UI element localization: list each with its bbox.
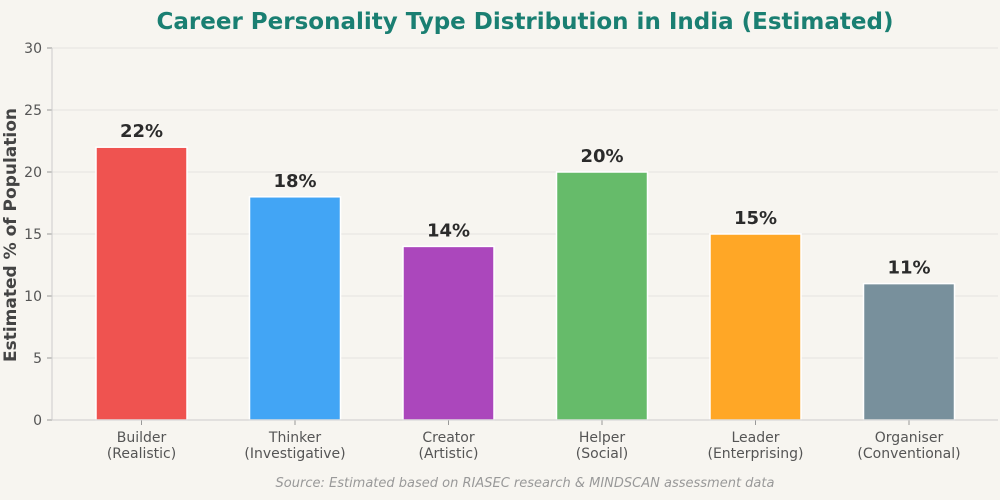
- bars: [95, 146, 956, 421]
- x-tick-sublabel: (Social): [576, 446, 628, 462]
- x-tick-label: Helper: [579, 430, 626, 446]
- x-tick-sublabel: (Artistic): [418, 446, 478, 462]
- y-tick-label: 15: [24, 227, 42, 243]
- bar: [862, 282, 956, 421]
- x-tick-label: Builder: [117, 430, 167, 446]
- y-tick-label: 25: [24, 103, 42, 119]
- bar: [555, 171, 649, 421]
- x-tick-label: Thinker: [268, 430, 321, 446]
- data-labels: 22% 18% 14% 20% 15% 11%: [120, 121, 931, 278]
- y-tick-label: 5: [33, 351, 42, 367]
- x-tick-label: Creator: [422, 430, 474, 446]
- y-axis-label: Estimated % of Population: [1, 108, 21, 362]
- x-tick-label: Organiser: [875, 430, 944, 446]
- bar: [402, 245, 495, 421]
- data-label: 18%: [273, 171, 316, 192]
- bar: [95, 146, 188, 421]
- bar: [709, 233, 802, 421]
- y-tick-label: 10: [24, 289, 42, 305]
- bar: [248, 196, 342, 421]
- x-axis-ticks: Builder(Realistic) Thinker(Investigative)…: [107, 420, 961, 462]
- y-tick-label: 30: [24, 41, 42, 57]
- y-tick-label: 0: [33, 413, 42, 429]
- data-label: 22%: [120, 121, 163, 142]
- data-label: 20%: [580, 146, 623, 167]
- data-label: 15%: [734, 208, 777, 229]
- grid-lines: [52, 47, 998, 359]
- data-label: 11%: [887, 258, 930, 279]
- chart-title: Career Personality Type Distribution in …: [157, 9, 894, 35]
- x-tick-sublabel: (Conventional): [857, 446, 960, 462]
- x-tick-label: Leader: [731, 430, 779, 446]
- y-tick-label: 20: [24, 165, 42, 181]
- source-note: Source: Estimated based on RIASEC resear…: [276, 476, 775, 491]
- data-label: 14%: [427, 220, 470, 241]
- y-axis-ticks: 0 5 10 15 20 25 30: [24, 41, 52, 429]
- x-tick-sublabel: (Enterprising): [708, 446, 804, 462]
- x-tick-sublabel: (Realistic): [107, 446, 176, 462]
- x-tick-sublabel: (Investigative): [244, 446, 345, 462]
